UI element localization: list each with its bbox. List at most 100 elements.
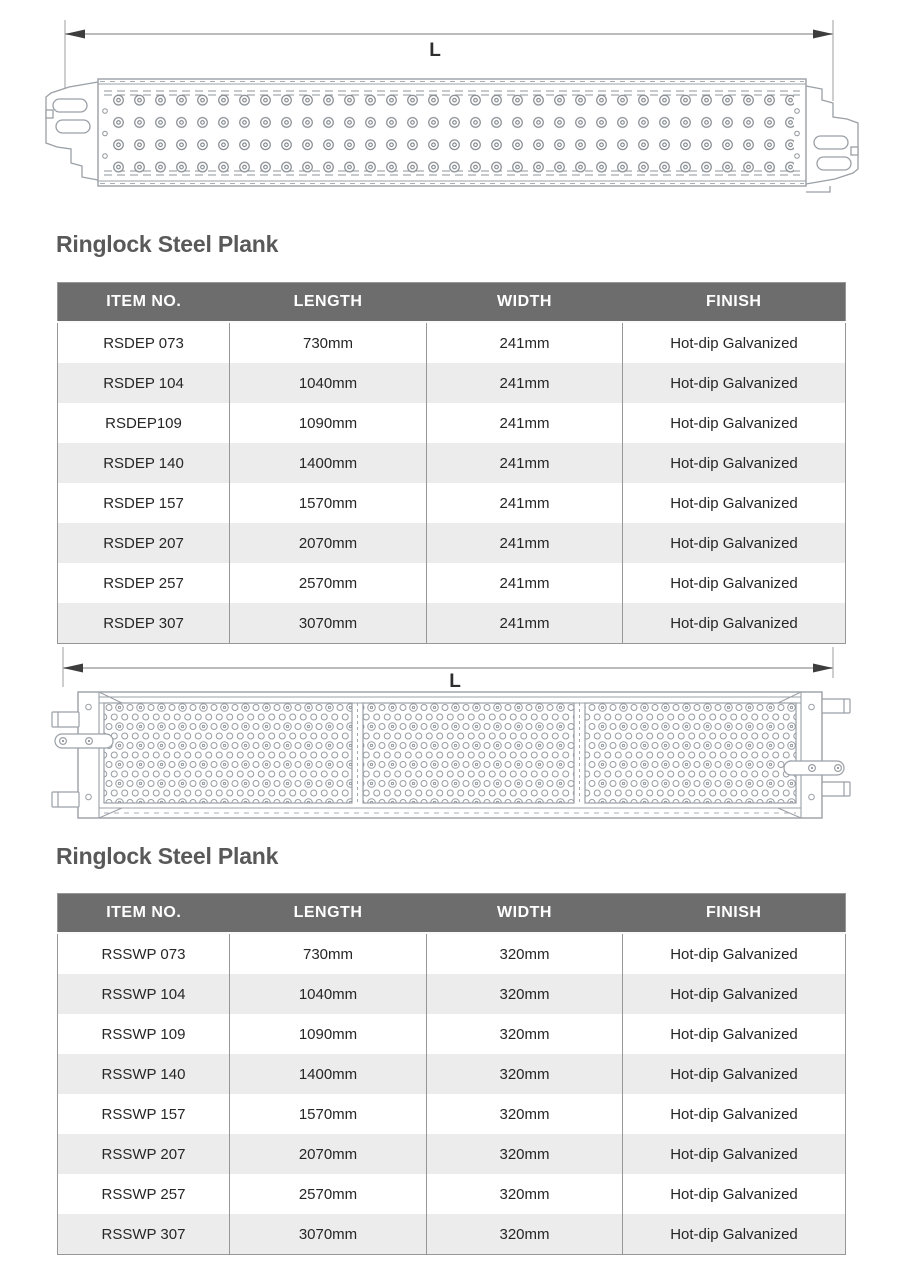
table-row: RSSWP 140 1400mm 320mm Hot-dip Galvanized xyxy=(57,1054,846,1094)
dimension-arrow-right xyxy=(813,29,833,39)
column-header: LENGTH xyxy=(229,893,427,934)
table-row: RSSWP 207 2070mm 320mm Hot-dip Galvanized xyxy=(57,1134,846,1174)
table-cell: Hot-dip Galvanized xyxy=(622,974,846,1014)
table-cell: RSSWP 207 xyxy=(101,1145,186,1163)
table-cell: 1090mm xyxy=(229,403,427,443)
pin-left-top xyxy=(51,711,80,728)
pin-right-bottom xyxy=(821,781,851,797)
table-cell: 320mm xyxy=(426,933,623,974)
table-cell: Hot-dip Galvanized xyxy=(622,1134,846,1174)
table-cell: 241mm xyxy=(426,363,623,403)
table-row: RSSWP 157 1570mm 320mm Hot-dip Galvanized xyxy=(58,1094,846,1134)
table-cell: 3070mm xyxy=(229,603,427,644)
table-row: RSDEP109 1090mm 241mm Hot-dip Galvanized xyxy=(58,403,846,443)
table-cell: RSDEP 257 xyxy=(103,574,184,592)
latch-left xyxy=(54,733,114,749)
plank-body xyxy=(97,78,807,187)
table-cell: 730mm xyxy=(229,933,427,974)
column-header: ITEM NO. xyxy=(57,282,230,323)
table-cell: Hot-dip Galvanized xyxy=(622,363,846,403)
table-cell: 3070mm xyxy=(229,1214,427,1255)
table-cell: Hot-dip Galvanized xyxy=(622,603,846,644)
table-cell: RSSWP 307 xyxy=(101,1225,186,1243)
column-header: WIDTH xyxy=(426,893,623,934)
table-cell: 320mm xyxy=(426,1054,623,1094)
edge-holes xyxy=(102,108,800,159)
plank-drawing-embossed: L xyxy=(45,20,859,193)
table-cell: 241mm xyxy=(426,603,623,644)
table-cell: Hot-dip Galvanized xyxy=(622,483,846,523)
end-fittings xyxy=(51,698,851,808)
table-row: RSSWP 073 730mm 320mm Hot-dip Galvanized xyxy=(58,933,846,974)
table-cell: RSSWP 157 xyxy=(101,1105,186,1123)
table-row: RSSWP 109 1090mm 320mm Hot-dip Galvanized xyxy=(58,1014,846,1054)
table-cell: 1040mm xyxy=(229,974,427,1014)
table-cell: Hot-dip Galvanized xyxy=(622,563,846,603)
table-cell: Hot-dip Galvanized xyxy=(622,1014,846,1054)
table-row: RSDEP 073 730mm 241mm Hot-dip Galvanized xyxy=(58,322,846,363)
spec-table: ITEM NO. LENGTH WIDTH FINISH RSDEP 073 730mm 2… xyxy=(57,282,846,644)
dimension-label: L xyxy=(429,40,441,61)
table-row: RSDEP 104 1040mm 241mm Hot-dip Galvanized xyxy=(57,363,846,403)
table-cell: 1040mm xyxy=(229,363,427,403)
table-cell: Hot-dip Galvanized xyxy=(622,1214,846,1255)
table-cell: 241mm xyxy=(426,403,623,443)
table-cell: 241mm xyxy=(426,523,623,563)
table-cell: RSSWP 109 xyxy=(101,1025,186,1043)
table-row: RSDEP 140 1400mm 241mm Hot-dip Galvanized xyxy=(57,443,846,483)
table-cell: RSSWP 073 xyxy=(101,945,186,963)
column-header: WIDTH xyxy=(426,282,623,323)
table-row: RSDEP 257 2570mm 241mm Hot-dip Galvanized xyxy=(58,563,846,603)
dimension-arrow-right xyxy=(813,663,833,673)
column-header: FINISH xyxy=(622,893,846,934)
dimension-label: L xyxy=(449,671,461,692)
table-cell: RSSWP 140 xyxy=(101,1065,186,1083)
pin-left-bottom xyxy=(51,791,80,808)
table-cell: 320mm xyxy=(426,1014,623,1054)
table-cell: Hot-dip Galvanized xyxy=(622,1054,846,1094)
spec-table: ITEM NO. LENGTH WIDTH FINISH RSSWP 073 730mm 3… xyxy=(57,893,846,1255)
header-row: ITEM NO. LENGTH WIDTH FINISH xyxy=(57,893,846,934)
table-cell: Hot-dip Galvanized xyxy=(622,523,846,563)
table-row: RSSWP 104 1040mm 320mm Hot-dip Galvanized xyxy=(57,974,846,1014)
table-cell: 2570mm xyxy=(229,1174,427,1214)
table-row: RSDEP 207 2070mm 241mm Hot-dip Galvanized xyxy=(57,523,846,563)
column-header: ITEM NO. xyxy=(57,893,230,934)
table-cell: Hot-dip Galvanized xyxy=(622,1174,846,1214)
table-cell: 1400mm xyxy=(229,1054,427,1094)
table-cell: RSDEP 157 xyxy=(103,494,184,512)
pin-right-top xyxy=(821,698,851,714)
dimension-arrow-left xyxy=(65,29,85,39)
table-cell: 320mm xyxy=(426,1134,623,1174)
column-header: FINISH xyxy=(622,282,846,323)
table-cell: 1400mm xyxy=(229,443,427,483)
table-cell: 241mm xyxy=(426,563,623,603)
table-cell: RSDEP 073 xyxy=(103,334,184,352)
table-row: RSSWP 307 3070mm 320mm Hot-dip Galvanized xyxy=(57,1214,846,1255)
table-cell: Hot-dip Galvanized xyxy=(622,403,846,443)
table-row: RSDEP 157 1570mm 241mm Hot-dip Galvanized xyxy=(58,483,846,523)
table-cell: RSDEP109 xyxy=(105,414,182,432)
header-row: ITEM NO. LENGTH WIDTH FINISH xyxy=(57,282,846,323)
table-cell: RSSWP 104 xyxy=(101,985,186,1003)
table-cell: RSDEP 307 xyxy=(103,614,184,632)
table-cell: 2570mm xyxy=(229,563,427,603)
table-cell: 320mm xyxy=(426,1094,623,1134)
table-cell: 320mm xyxy=(426,1214,623,1255)
table-cell: 2070mm xyxy=(229,1134,427,1174)
section-heading: Ringlock Steel Plank xyxy=(56,231,279,257)
table-cell: 241mm xyxy=(426,322,623,363)
column-header: LENGTH xyxy=(229,282,427,323)
table-cell: RSDEP 104 xyxy=(103,374,184,392)
table-cell: Hot-dip Galvanized xyxy=(622,322,846,363)
hook-right xyxy=(805,85,859,193)
table-cell: 2070mm xyxy=(229,523,427,563)
table-cell: 241mm xyxy=(426,483,623,523)
dimension-line xyxy=(62,647,834,687)
table-cell: RSDEP 207 xyxy=(103,534,184,552)
table-cell: 241mm xyxy=(426,443,623,483)
table-cell: 320mm xyxy=(426,1174,623,1214)
table-cell: 730mm xyxy=(229,322,427,363)
dimension-line xyxy=(64,20,834,101)
